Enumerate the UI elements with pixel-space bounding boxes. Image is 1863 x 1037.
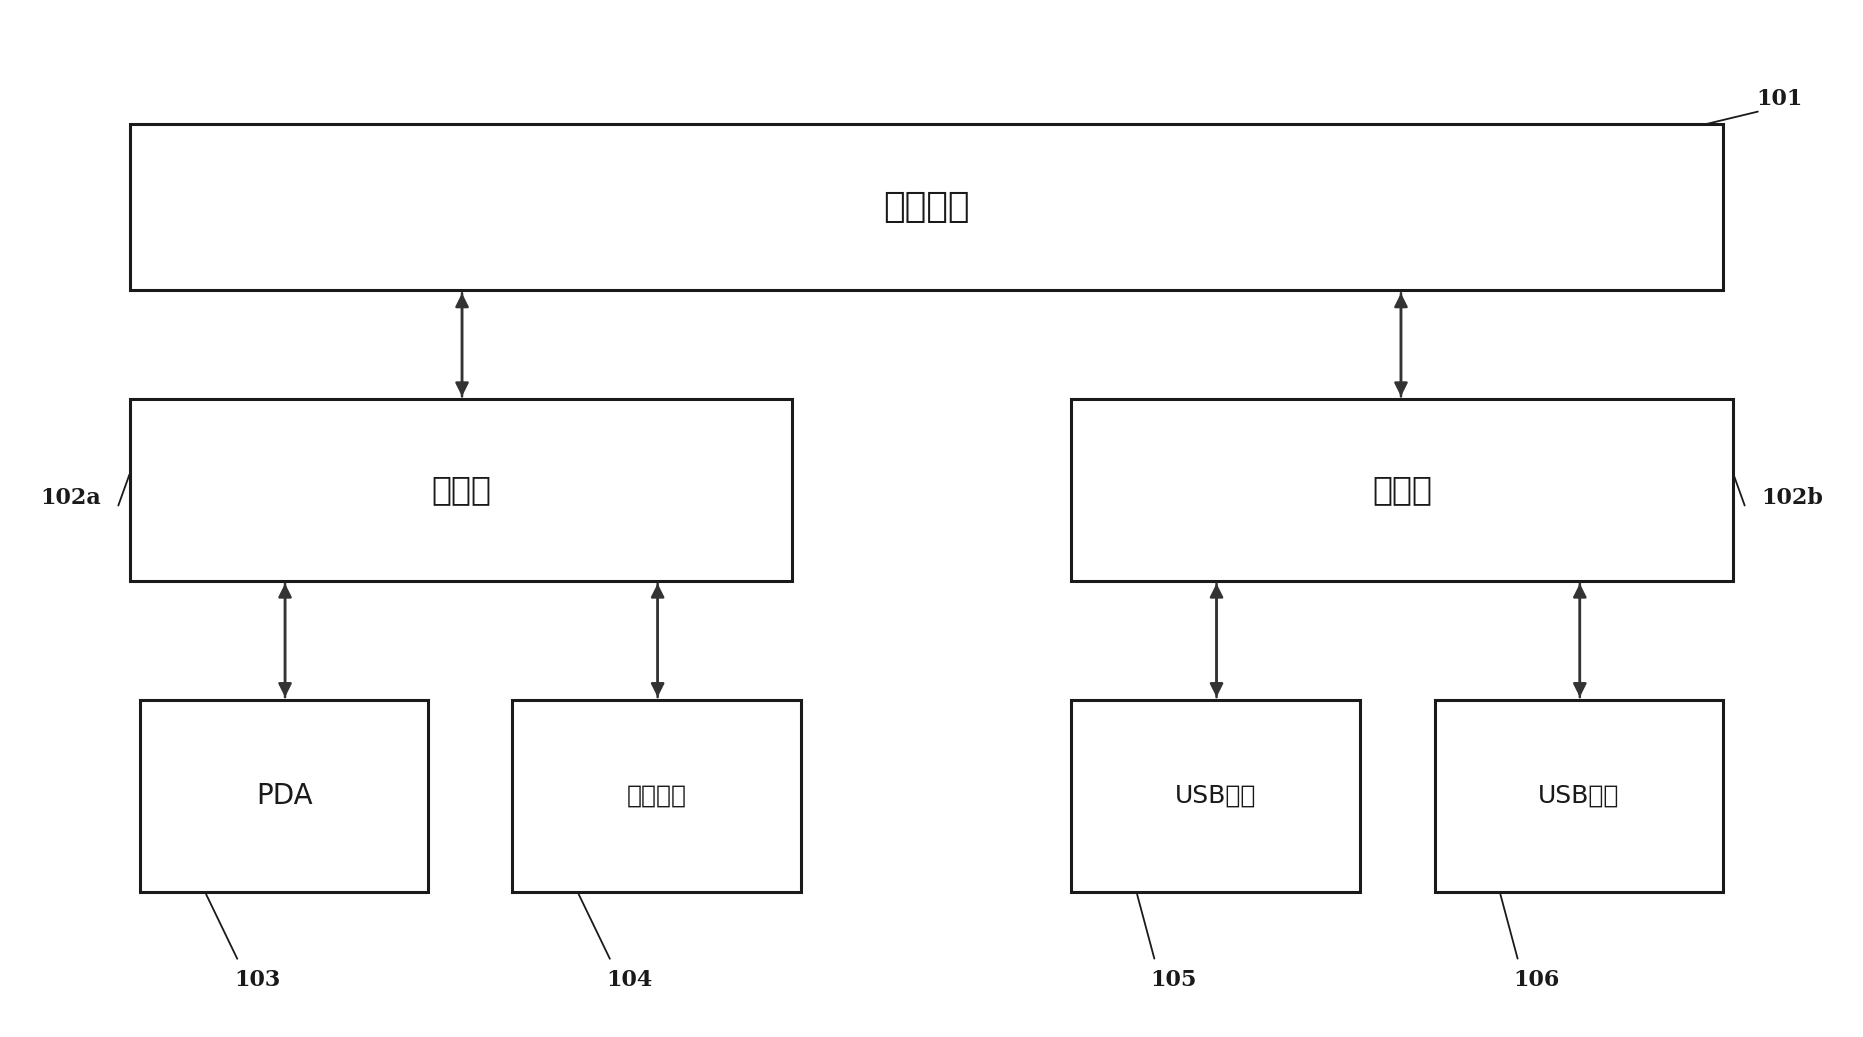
Bar xyxy=(140,700,428,892)
Text: 数码相机: 数码相机 xyxy=(626,784,687,808)
Text: 102a: 102a xyxy=(41,486,101,509)
Text: 个人电脑: 个人电脑 xyxy=(883,191,971,224)
Bar xyxy=(130,124,1723,290)
Text: 集线器: 集线器 xyxy=(430,474,492,506)
Text: 103: 103 xyxy=(235,969,279,991)
Text: 102b: 102b xyxy=(1761,486,1824,509)
Text: USB鼠标: USB鼠标 xyxy=(1539,784,1619,808)
Bar xyxy=(130,399,792,581)
Text: 101: 101 xyxy=(1757,87,1802,110)
Text: 105: 105 xyxy=(1151,969,1196,991)
Text: 集线器: 集线器 xyxy=(1371,474,1433,506)
Text: PDA: PDA xyxy=(255,782,313,810)
Text: 104: 104 xyxy=(607,969,652,991)
Bar xyxy=(512,700,801,892)
Bar xyxy=(1071,700,1360,892)
Text: USB键盘: USB键盘 xyxy=(1176,784,1256,808)
Bar xyxy=(1435,700,1723,892)
Text: 106: 106 xyxy=(1515,969,1559,991)
Bar xyxy=(1071,399,1733,581)
